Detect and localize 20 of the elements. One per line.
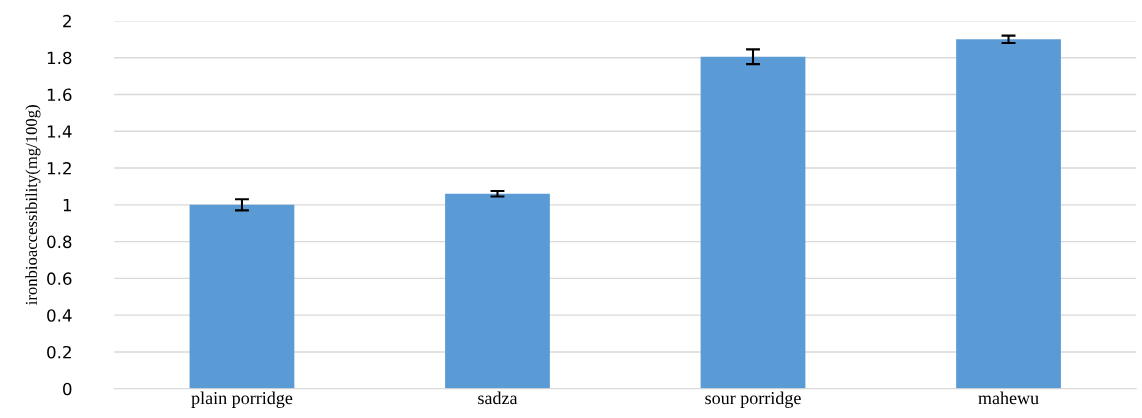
y-tick-label: 0.2: [47, 345, 71, 359]
y-tick-label: 1.2: [47, 162, 71, 175]
y-axis-title: ironbioaccessibility(mg/100g): [25, 105, 41, 305]
y-tick-label: 1: [63, 199, 71, 212]
y-tick-label: 2: [63, 14, 71, 28]
bar: [956, 39, 1061, 389]
y-tick-label: 1.8: [47, 51, 72, 65]
bar: [445, 193, 550, 389]
y-tick-label: 0.4: [47, 309, 72, 322]
y-tick-label: 1.6: [47, 88, 72, 102]
x-tick-label: sour porridge: [705, 391, 801, 408]
x-tick-label: mahewu: [978, 391, 1039, 405]
x-tick-label: plain porridge: [191, 391, 293, 408]
y-tick-label: 0.6: [47, 272, 72, 285]
bar: [700, 56, 806, 389]
y-tick-label: 0: [63, 382, 72, 396]
y-tick-label: 1.4: [47, 125, 72, 138]
x-tick-label: sadza: [478, 391, 518, 405]
y-tick-label: 0.8: [47, 235, 72, 249]
bar: [189, 204, 295, 389]
